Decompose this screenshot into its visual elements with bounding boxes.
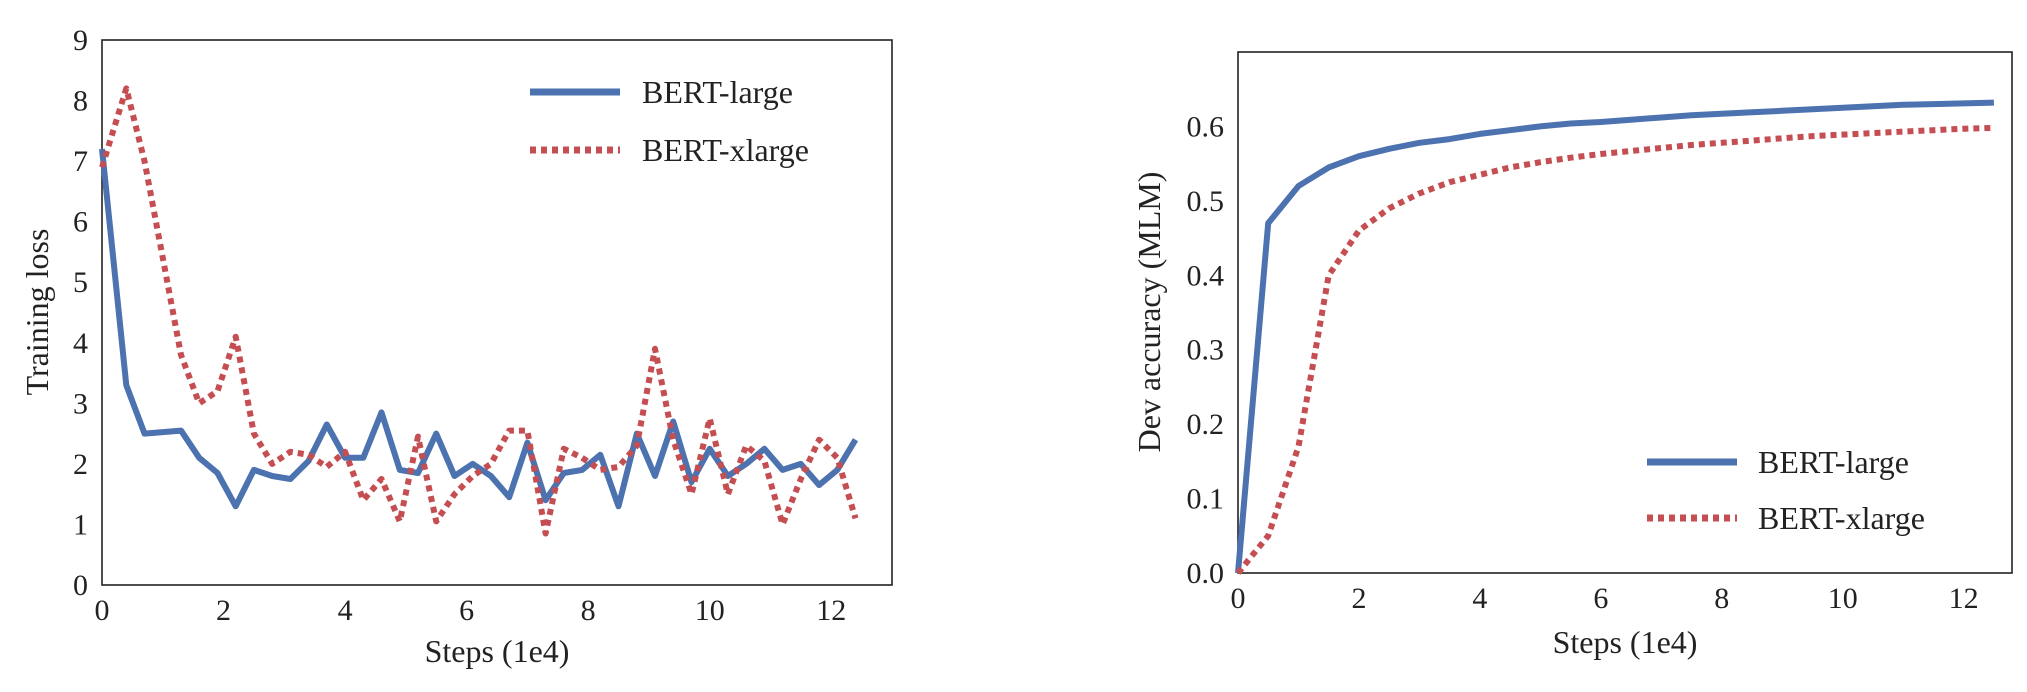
legend-label-bert-large: BERT-large bbox=[1758, 444, 1909, 480]
training-loss-x-tick-label: 4 bbox=[338, 594, 353, 627]
training-loss-series bbox=[99, 85, 859, 537]
dev-accuracy-y-tick-label: 0.3 bbox=[1187, 334, 1225, 367]
dev-accuracy-y-tick-label: 0.0 bbox=[1187, 557, 1225, 590]
dev-accuracy-x-tick-label: 0 bbox=[1231, 582, 1246, 615]
training-loss-legend: BERT-large BERT-xlarge bbox=[530, 74, 809, 168]
training-loss-y-tick-label: 6 bbox=[73, 206, 88, 239]
training-loss-y-axis-label: Training loss bbox=[19, 229, 55, 396]
dev-accuracy-x-axis-label: Steps (1e4) bbox=[1553, 624, 1698, 660]
dev-accuracy-series bbox=[1235, 99, 1994, 575]
dev-accuracy-y-ticks: 0.0 0.1 0.2 0.3 0.4 0.5 0.6 bbox=[1187, 110, 1225, 590]
series-line-bert-large bbox=[1235, 99, 1994, 574]
dev-accuracy-chart: 0.0 0.1 0.2 0.3 0.4 0.5 0.6 0 2 4 6 8 10 12 Steps (1… bbox=[1131, 51, 2013, 660]
training-loss-x-tick-label: 8 bbox=[581, 594, 596, 627]
legend-label-bert-xlarge: BERT-xlarge bbox=[642, 132, 809, 168]
dev-accuracy-x-tick-label: 2 bbox=[1351, 582, 1366, 615]
dev-accuracy-x-tick-label: 4 bbox=[1472, 582, 1487, 615]
training-loss-y-tick-label: 9 bbox=[73, 24, 88, 57]
dev-accuracy-y-axis-label: Dev accuracy (MLM) bbox=[1131, 172, 1167, 453]
dev-accuracy-x-tick-label: 6 bbox=[1593, 582, 1608, 615]
training-loss-y-tick-label: 5 bbox=[73, 266, 88, 299]
training-loss-x-tick-label: 2 bbox=[216, 594, 231, 627]
dev-accuracy-y-tick-label: 0.2 bbox=[1187, 408, 1225, 441]
legend-label-bert-large: BERT-large bbox=[642, 74, 793, 110]
legend-label-bert-xlarge: BERT-xlarge bbox=[1758, 500, 1925, 536]
training-loss-plot-frame bbox=[101, 39, 893, 586]
training-loss-x-tick-label: 6 bbox=[459, 594, 474, 627]
series-line-bert-xlarge bbox=[99, 85, 859, 537]
dev-accuracy-y-tick-label: 0.5 bbox=[1187, 185, 1225, 218]
training-loss-y-tick-label: 7 bbox=[73, 145, 88, 178]
dev-accuracy-x-tick-label: 10 bbox=[1828, 582, 1858, 615]
training-loss-x-tick-label: 12 bbox=[816, 594, 846, 627]
dev-accuracy-legend: BERT-large BERT-xlarge bbox=[1647, 444, 1925, 536]
dev-accuracy-x-ticks: 0 2 4 6 8 10 12 bbox=[1231, 582, 1979, 615]
dev-accuracy-y-tick-label: 0.6 bbox=[1187, 110, 1225, 143]
series-line-bert-large bbox=[99, 148, 859, 510]
dev-accuracy-y-tick-label: 0.1 bbox=[1187, 483, 1225, 516]
training-loss-y-tick-label: 1 bbox=[73, 508, 88, 541]
training-loss-y-ticks: 0 1 2 3 4 5 6 7 8 9 bbox=[73, 24, 88, 602]
training-loss-x-axis-label: Steps (1e4) bbox=[425, 633, 570, 669]
training-loss-x-tick-label: 0 bbox=[95, 594, 110, 627]
training-loss-y-tick-label: 8 bbox=[73, 85, 88, 118]
training-loss-x-tick-label: 10 bbox=[695, 594, 725, 627]
training-loss-y-tick-label: 0 bbox=[73, 569, 88, 602]
training-loss-y-tick-label: 2 bbox=[73, 448, 88, 481]
dev-accuracy-x-tick-label: 8 bbox=[1714, 582, 1729, 615]
dev-accuracy-plot-frame bbox=[1237, 51, 2013, 574]
dev-accuracy-x-tick-label: 12 bbox=[1949, 582, 1979, 615]
series-line-bert-xlarge bbox=[1235, 124, 1994, 575]
training-loss-x-ticks: 0 2 4 6 8 10 12 bbox=[95, 594, 847, 627]
training-loss-y-tick-label: 4 bbox=[73, 327, 88, 360]
dev-accuracy-y-tick-label: 0.4 bbox=[1187, 259, 1225, 292]
training-loss-y-tick-label: 3 bbox=[73, 387, 88, 420]
